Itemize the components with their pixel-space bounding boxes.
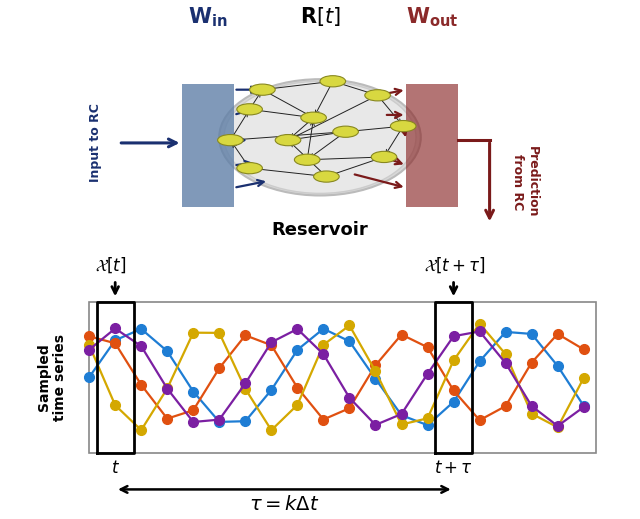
Circle shape xyxy=(250,84,275,95)
Circle shape xyxy=(301,112,326,124)
Text: $t$: $t$ xyxy=(111,460,120,477)
Circle shape xyxy=(333,126,358,138)
Text: Reservoir: Reservoir xyxy=(271,221,369,239)
Text: $\mathbf{W}_{\mathbf{in}}$: $\mathbf{W}_{\mathbf{in}}$ xyxy=(188,5,228,29)
Bar xyxy=(89,302,596,453)
Text: $\mathcal{X}[t+\tau]$: $\mathcal{X}[t+\tau]$ xyxy=(424,255,486,275)
Ellipse shape xyxy=(224,81,416,194)
Circle shape xyxy=(275,134,301,146)
Circle shape xyxy=(371,152,397,162)
Circle shape xyxy=(218,134,243,146)
Text: $\tau = k\Delta t$: $\tau = k\Delta t$ xyxy=(249,495,319,514)
Circle shape xyxy=(314,171,339,182)
Text: Input to RC: Input to RC xyxy=(90,103,102,182)
Ellipse shape xyxy=(219,79,421,196)
Text: Prediction
from RC: Prediction from RC xyxy=(511,146,539,218)
Bar xyxy=(406,84,458,208)
Circle shape xyxy=(237,162,262,174)
Text: $\mathbf{R}[t]$: $\mathbf{R}[t]$ xyxy=(300,5,340,29)
Text: $\mathbf{W}_{\mathbf{out}}$: $\mathbf{W}_{\mathbf{out}}$ xyxy=(406,5,458,29)
Circle shape xyxy=(365,90,390,101)
Circle shape xyxy=(237,104,262,115)
Circle shape xyxy=(320,76,346,87)
Circle shape xyxy=(294,154,320,166)
Text: $\mathcal{X}[t]$: $\mathcal{X}[t]$ xyxy=(95,255,127,275)
Bar xyxy=(182,84,234,208)
Text: $t+\tau$: $t+\tau$ xyxy=(434,460,473,477)
Circle shape xyxy=(390,120,416,132)
Text: Sampled
time series: Sampled time series xyxy=(37,334,67,421)
